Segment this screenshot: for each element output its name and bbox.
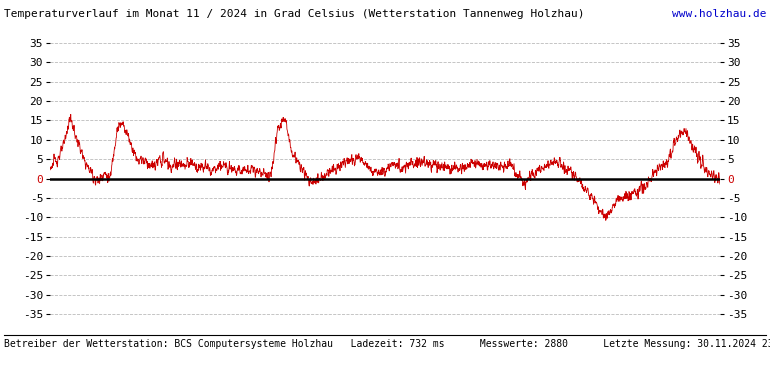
Text: www.holzhau.de: www.holzhau.de bbox=[671, 9, 766, 19]
Text: Temperaturverlauf im Monat 11 / 2024 in Grad Celsius (Wetterstation Tannenweg Ho: Temperaturverlauf im Monat 11 / 2024 in … bbox=[4, 9, 584, 19]
Text: Betreiber der Wetterstation: BCS Computersysteme Holzhau   Ladezeit: 732 ms     : Betreiber der Wetterstation: BCS Compute… bbox=[4, 339, 770, 349]
